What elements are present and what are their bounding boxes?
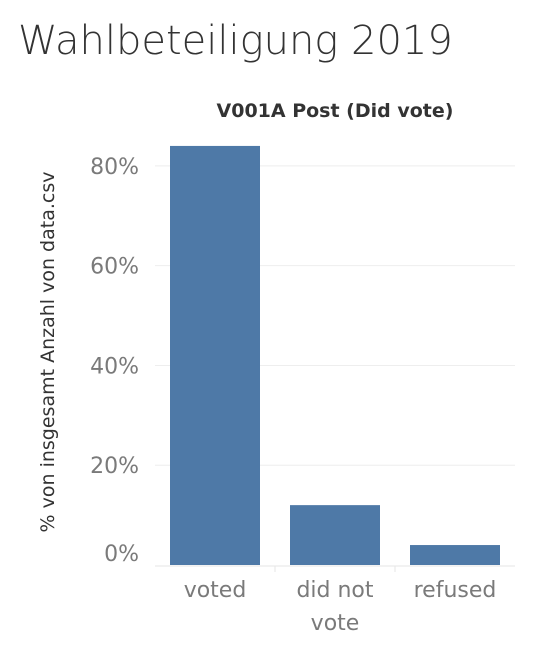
y-tick-label: 0% xyxy=(104,542,139,567)
y-tick-label: 40% xyxy=(90,354,139,379)
bar-refused[interactable] xyxy=(410,545,500,565)
y-axis-label: % von insgesamt Anzahl von data.csv xyxy=(37,172,59,533)
x-tick-label: refused xyxy=(414,578,497,603)
y-tick-label: 60% xyxy=(90,255,139,280)
y-tick-label: 20% xyxy=(90,454,139,479)
x-axis-ticks: voted did not vote refused xyxy=(184,566,497,636)
chart-title: Wahlbeteiligung 2019 xyxy=(18,18,453,64)
x-tick-label: did not vote xyxy=(296,578,373,636)
bar-voted[interactable] xyxy=(170,145,260,565)
bar-did-not-vote[interactable] xyxy=(290,505,380,565)
bars xyxy=(170,145,500,565)
chart-subtitle: V001A Post (Did vote) xyxy=(217,100,454,122)
y-axis-ticks: 0% 20% 40% 60% 80% xyxy=(90,155,139,567)
x-tick-label: voted xyxy=(184,578,247,603)
y-tick-label: 80% xyxy=(90,155,139,180)
